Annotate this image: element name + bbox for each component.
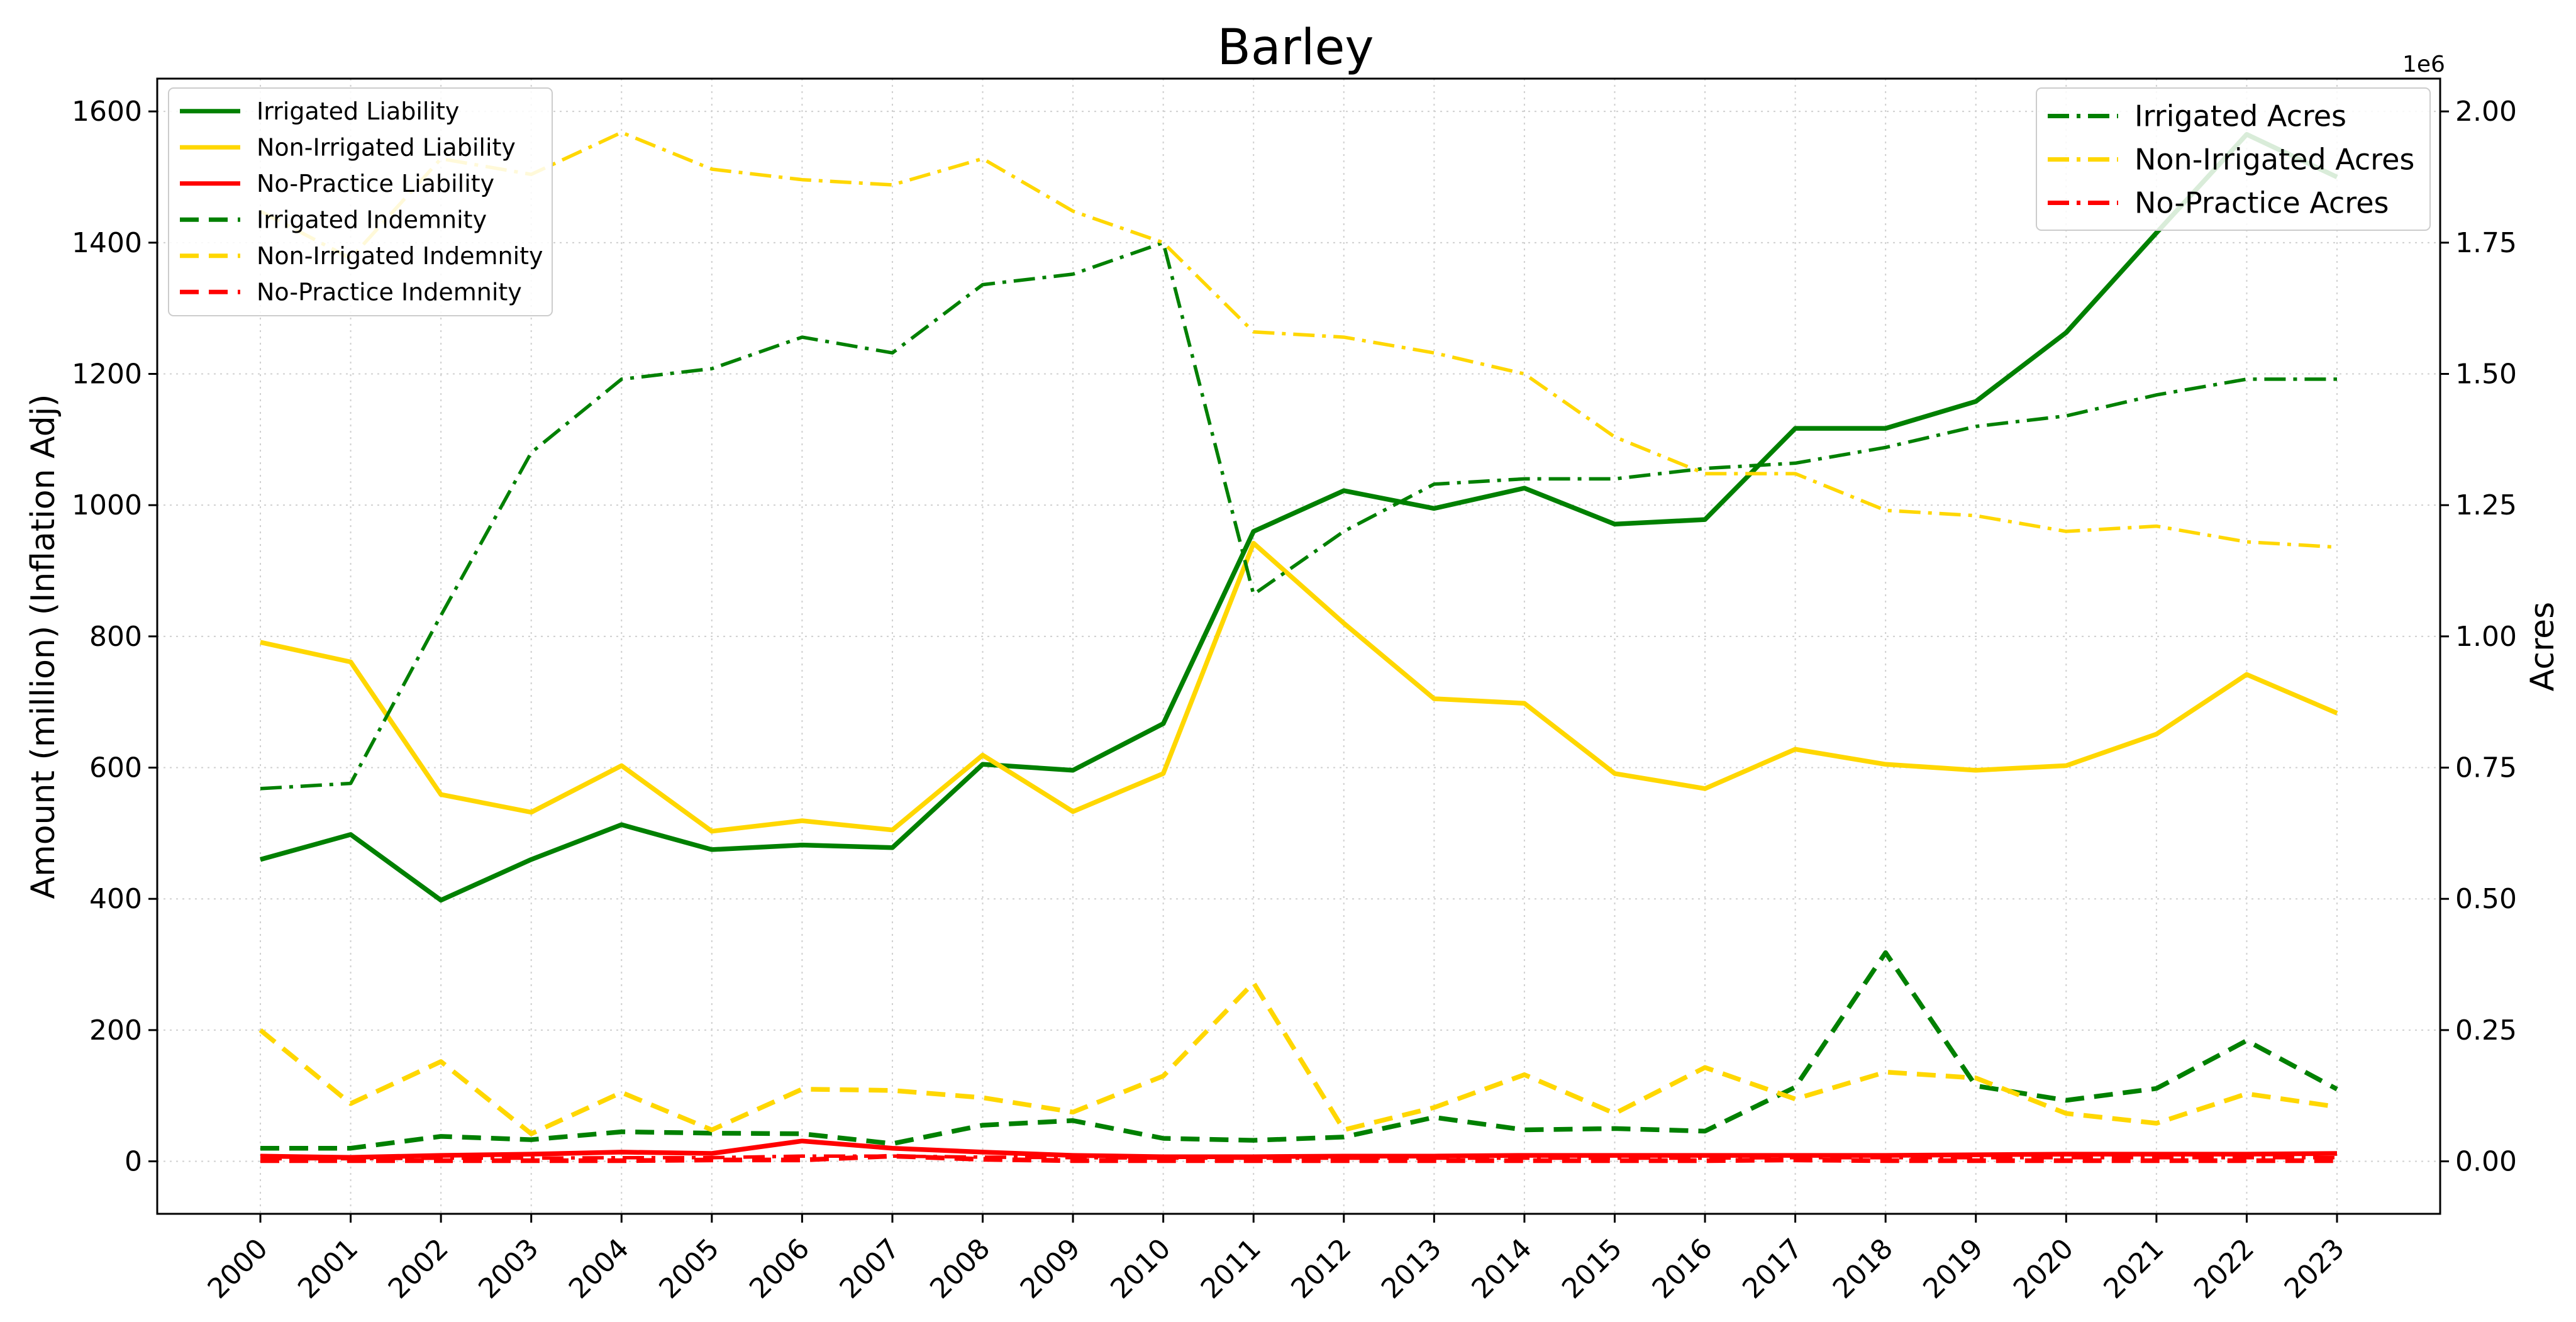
left-axis-title: Amount (million) (Inflation Adj) [25,394,62,899]
legend-liability-indemnity: Irrigated Liability Non-Irrigated Liabili… [168,87,553,316]
legend-label-non-irrigated-liability: Non-Irrigated Liability [257,133,516,161]
left-y-tick-label: 1000 [72,489,142,521]
series-line-non-irrigated-indemnity [258,980,2338,1136]
right-y-tick-label: 0.50 [2455,883,2517,915]
legend-acres: Irrigated Acres Non-Irrigated Acres No-Pra… [2036,87,2431,231]
right-y-tick-label: 1.25 [2455,489,2517,521]
left-y-tick-label: 200 [89,1014,142,1047]
right-y-tick-label: 0.75 [2455,752,2517,784]
left-y-tick-label: 1200 [72,358,142,391]
left-y-tick-label: 600 [89,752,142,784]
right-y-axis: 0.00 0.25 0.50 0.75 1.00 1.25 1.50 1.75 2.00 [2440,96,2517,1178]
legend-label-no-practice-indemnity: No-Practice Indemnity [257,278,522,306]
series-line-irrigated-liability [260,131,2338,903]
legend-label-irrigated-indemnity: Irrigated Indemnity [257,206,487,233]
right-y-tick-label: 0.00 [2455,1146,2517,1178]
series-line-no-practice-liability [260,1138,2338,1160]
right-y-tick-label: 2.00 [2455,96,2517,128]
legend-label-non-irrigated-indemnity: Non-Irrigated Indemnity [257,242,543,270]
right-y-tick-label: 1.00 [2455,621,2517,653]
series-line-irrigated-acres [260,241,2337,791]
plot-frame [156,77,2441,1215]
series-line-non-irrigated-acres [259,130,2338,549]
series-line-no-practice-acres [260,1154,2337,1161]
chart-title: Barley [1217,19,1374,76]
series-line-irrigated-indemnity [260,950,2338,1151]
right-y-tick-label: 0.25 [2455,1014,2517,1047]
right-y-tick-label: 1.50 [2455,358,2517,391]
left-y-tick-label: 0 [125,1146,142,1178]
legend-label-non-irrigated-acres: Non-Irrigated Acres [2135,143,2414,177]
series-line-non-irrigated-liability [260,540,2338,834]
series-lines [258,130,2338,1164]
left-y-tick-label: 400 [89,883,142,915]
legend-box [168,87,553,316]
right-y-tick-label: 1.75 [2455,227,2517,259]
left-y-axis: 0 200 400 600 800 1000 1200 1400 1600 [72,96,157,1178]
left-y-tick-label: 1400 [72,227,142,259]
legend-label-no-practice-acres: No-Practice Acres [2135,186,2389,220]
left-y-tick-label: 1600 [72,96,142,128]
legend-label-irrigated-acres: Irrigated Acres [2135,99,2346,133]
right-axis-title: Acres [2524,602,2562,692]
legend-box [2036,87,2431,231]
legend-label-irrigated-liability: Irrigated Liability [257,97,459,125]
right-axis-offset-label: 1e6 [2402,52,2445,77]
left-y-tick-label: 800 [89,621,142,653]
legend-label-no-practice-liability: No-Practice Liability [257,170,494,197]
